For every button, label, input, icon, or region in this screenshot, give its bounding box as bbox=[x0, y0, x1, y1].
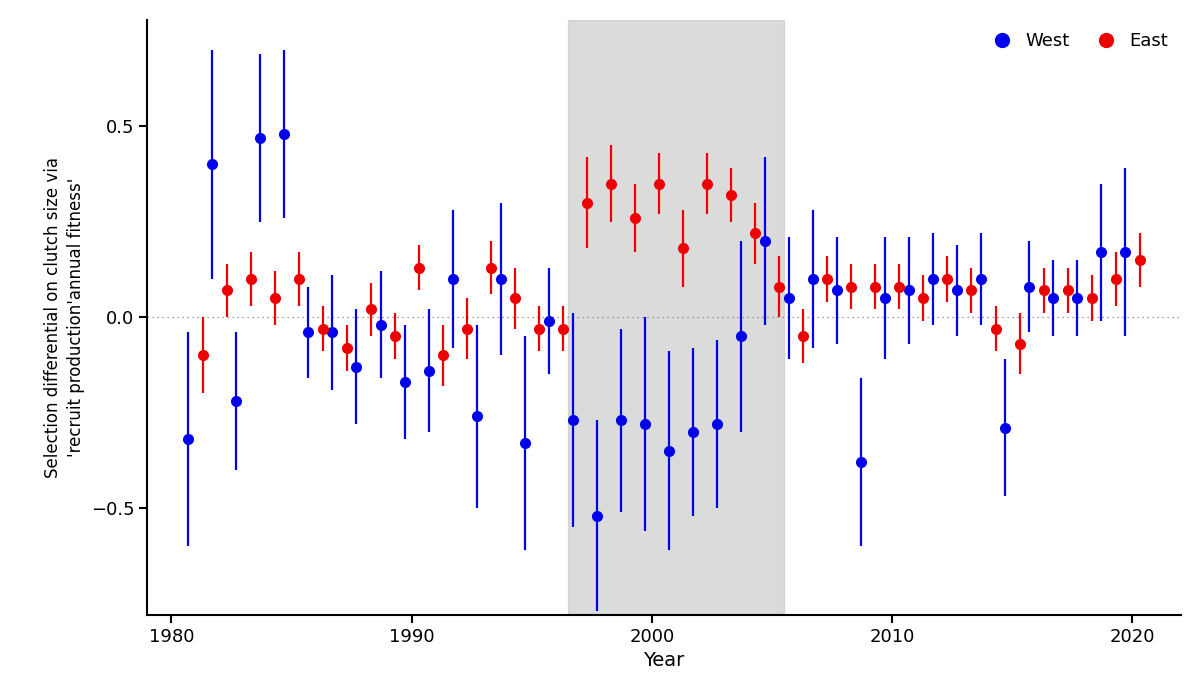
Bar bbox=[568, 19, 784, 615]
Y-axis label: Selection differential on clutch size via
'recruit production'annual fitness': Selection differential on clutch size vi… bbox=[43, 157, 85, 477]
Legend: West, East: West, East bbox=[977, 25, 1175, 57]
X-axis label: Year: Year bbox=[643, 651, 685, 671]
